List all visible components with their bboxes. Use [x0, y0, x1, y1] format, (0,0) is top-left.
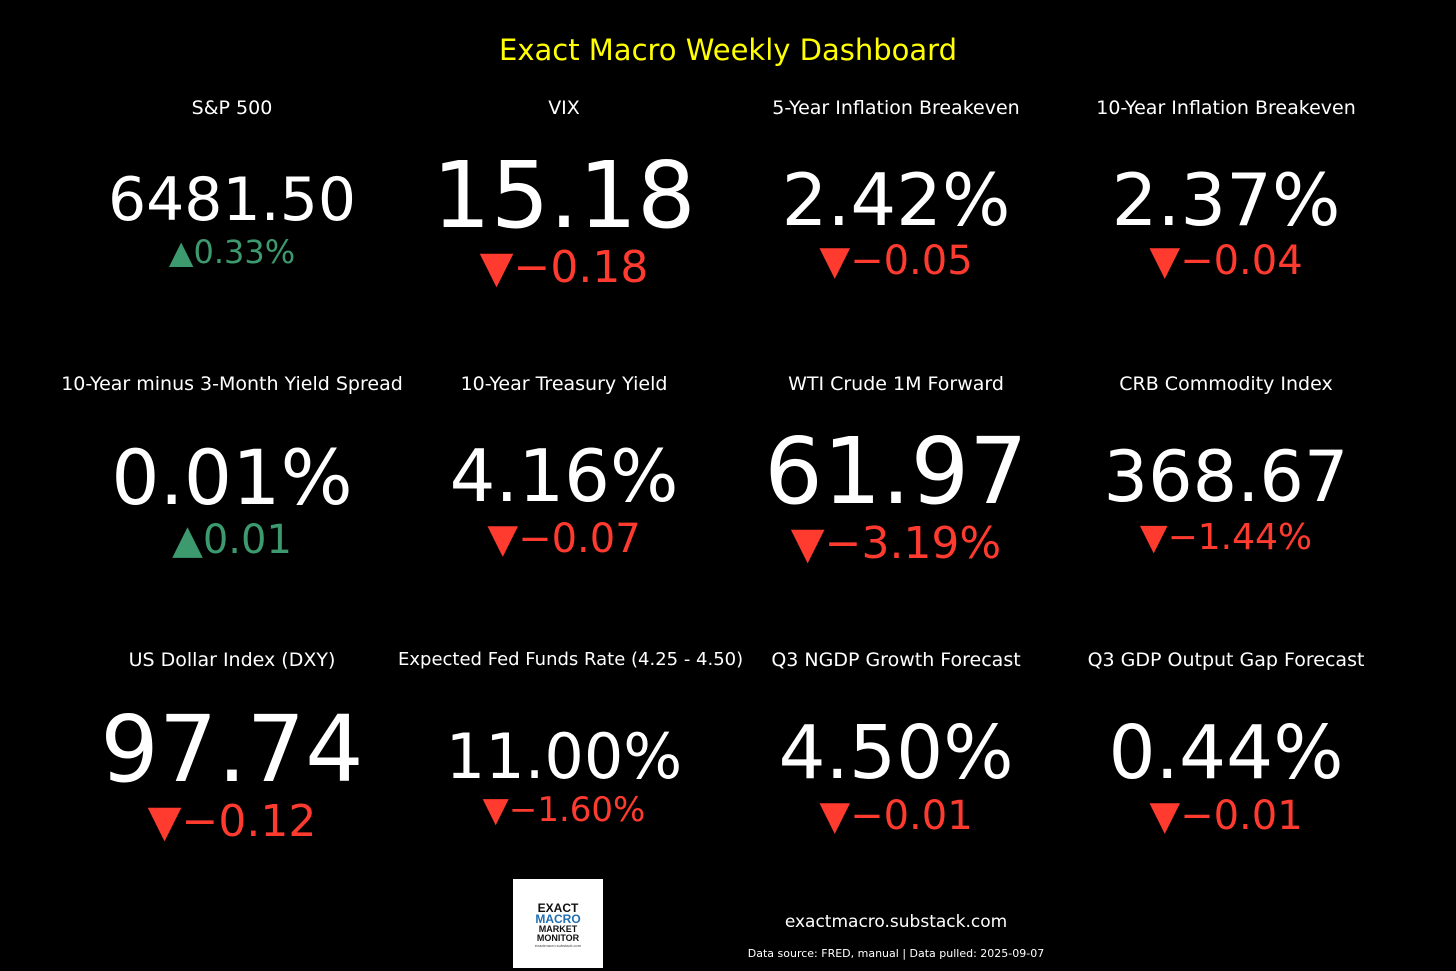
metric-change-value: −0.04 [1180, 238, 1303, 284]
metric-label: WTI Crude 1M Forward [788, 373, 1004, 395]
metric-change-value: 0.01 [202, 517, 292, 563]
down-arrow-icon: ▼ [1149, 238, 1181, 284]
metric-panel-ngdp-forecast: Q3 NGDP Growth Forecast 4.50% ▼−0.01 [730, 648, 1062, 858]
metric-panel-10y-breakeven: 10-Year Inflation Breakeven 2.37% ▼−0.04 [1062, 96, 1390, 296]
metric-panel-vix: VIX 15.18 ▼−0.18 [398, 96, 730, 296]
metric-change: ▼−0.01 [1062, 796, 1390, 836]
metric-label: 10-Year Treasury Yield [460, 373, 668, 395]
metric-change: ▼−0.04 [1062, 241, 1390, 281]
metric-value: 0.01% [111, 433, 353, 522]
up-arrow-icon: ▲ [172, 517, 203, 563]
metric-change: ▼−0.05 [730, 241, 1062, 281]
metric-panel-10y-treasury: 10-Year Treasury Yield 4.16% ▼−0.07 [398, 372, 730, 582]
metric-label: 10-Year Inflation Breakeven [1096, 97, 1356, 119]
metric-label: CRB Commodity Index [1119, 373, 1333, 395]
metric-label: VIX [548, 97, 580, 119]
metric-change-value: −0.01 [850, 793, 973, 839]
metric-change-value: 0.33% [193, 233, 296, 271]
metric-panel-crb-index: CRB Commodity Index 368.67 ▼−1.44% [1062, 372, 1390, 582]
metric-label: 10-Year minus 3-Month Yield Spread [61, 373, 403, 395]
metric-value: 2.37% [1111, 158, 1341, 242]
metric-value: 4.16% [449, 434, 679, 518]
logo-line: MACRO [535, 912, 581, 926]
down-arrow-icon: ▼ [487, 516, 519, 562]
down-arrow-icon: ▼ [147, 796, 182, 847]
brand-logo: EXACT MACRO MARKET MONITOR exactmacro.su… [513, 879, 603, 968]
footer-url: exactmacro.substack.com [784, 912, 1008, 932]
metric-panel-fed-funds: Expected Fed Funds Rate (4.25 - 4.50) 11… [398, 648, 744, 858]
metric-change-value: −0.18 [513, 242, 649, 293]
metric-change: ▲0.01 [40, 520, 424, 560]
metric-change: ▲0.33% [66, 236, 398, 268]
metric-panel-wti-crude: WTI Crude 1M Forward 61.97 ▼−3.19% [730, 372, 1062, 582]
metric-label: 5-Year Inflation Breakeven [772, 97, 1020, 119]
metric-change-value: −1.60% [508, 790, 646, 830]
metric-label: Expected Fed Funds Rate (4.25 - 4.50) [398, 649, 744, 670]
metric-change: ▼−0.12 [66, 800, 398, 844]
metric-change-value: −3.19% [824, 518, 1002, 569]
metric-value: 61.97 [764, 418, 1028, 525]
metric-value: 0.44% [1108, 710, 1344, 796]
metric-change: ▼−0.07 [398, 519, 730, 559]
metric-change-value: −0.01 [1180, 793, 1303, 839]
metric-change-value: −1.44% [1167, 517, 1313, 558]
down-arrow-icon: ▼ [482, 790, 509, 830]
down-arrow-icon: ▼ [819, 238, 851, 284]
logo-line: exactmacro.substack.com [534, 943, 582, 948]
metric-panel-dxy: US Dollar Index (DXY) 97.74 ▼−0.12 [66, 648, 398, 858]
metric-panel-sp500: S&P 500 6481.50 ▲0.33% [66, 96, 398, 296]
metric-value: 6481.50 [107, 165, 357, 235]
metric-change-value: −0.12 [181, 796, 317, 847]
metric-panel-yield-spread: 10-Year minus 3-Month Yield Spread 0.01%… [40, 372, 424, 582]
metric-panel-5y-breakeven: 5-Year Inflation Breakeven 2.42% ▼−0.05 [730, 96, 1062, 296]
metric-change: ▼−0.18 [398, 246, 730, 290]
metric-label: Q3 NGDP Growth Forecast [771, 649, 1021, 671]
metric-value: 2.42% [781, 158, 1011, 242]
metric-change: ▼−0.01 [730, 796, 1062, 836]
metric-value: 11.00% [445, 720, 683, 793]
down-arrow-icon: ▼ [819, 793, 851, 839]
metric-value: 4.50% [778, 710, 1014, 796]
metric-change: ▼−1.60% [398, 793, 730, 827]
logo-line: MONITOR [536, 933, 580, 943]
footer-source: Data source: FRED, manual | Data pulled:… [747, 947, 1045, 960]
metric-label: US Dollar Index (DXY) [128, 649, 336, 671]
metric-change-value: −0.07 [518, 516, 641, 562]
metric-change: ▼−3.19% [730, 522, 1062, 566]
dashboard-title: Exact Macro Weekly Dashboard [499, 33, 957, 67]
up-arrow-icon: ▲ [168, 233, 194, 271]
metric-value: 97.74 [100, 696, 364, 803]
metric-panel-output-gap: Q3 GDP Output Gap Forecast 0.44% ▼−0.01 [1062, 648, 1390, 858]
metric-label: S&P 500 [191, 97, 273, 119]
metric-value: 368.67 [1103, 436, 1349, 518]
down-arrow-icon: ▼ [790, 518, 825, 569]
down-arrow-icon: ▼ [479, 242, 514, 293]
metric-change: ▼−1.44% [1062, 520, 1390, 556]
down-arrow-icon: ▼ [1149, 793, 1181, 839]
metric-value: 15.18 [432, 142, 696, 249]
logo-line: MARKET [538, 924, 578, 934]
logo-line: EXACT [537, 901, 579, 915]
metric-change-value: −0.05 [850, 238, 973, 284]
down-arrow-icon: ▼ [1139, 517, 1168, 558]
metric-label: Q3 GDP Output Gap Forecast [1087, 649, 1365, 671]
